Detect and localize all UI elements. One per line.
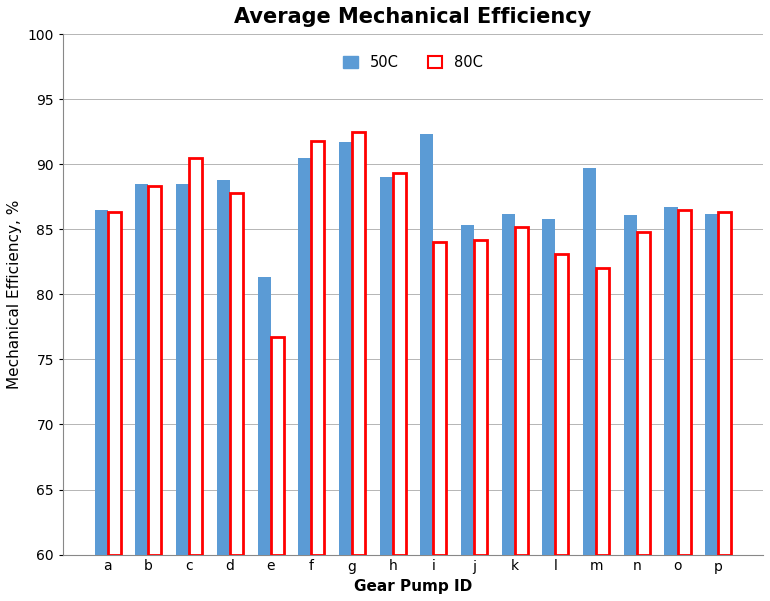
Bar: [217, 180, 229, 555]
Bar: [514, 227, 527, 555]
Bar: [461, 225, 474, 555]
Bar: [555, 254, 568, 555]
Bar: [637, 232, 650, 555]
Bar: [108, 212, 121, 555]
Bar: [705, 214, 718, 555]
Bar: [380, 177, 393, 555]
Bar: [229, 193, 243, 555]
Bar: [393, 173, 406, 555]
Title: Average Mechanical Efficiency: Average Mechanical Efficiency: [234, 7, 591, 27]
Bar: [502, 214, 514, 555]
Bar: [718, 212, 732, 555]
Bar: [678, 210, 691, 555]
Bar: [352, 132, 365, 555]
Bar: [474, 240, 487, 555]
Y-axis label: Mechanical Efficiency, %: Mechanical Efficiency, %: [7, 200, 22, 389]
Bar: [270, 337, 283, 555]
Bar: [311, 141, 324, 555]
Bar: [95, 210, 108, 555]
Bar: [257, 278, 270, 555]
Bar: [624, 215, 637, 555]
Bar: [298, 157, 311, 555]
Bar: [542, 219, 555, 555]
Bar: [149, 186, 162, 555]
Bar: [189, 157, 203, 555]
X-axis label: Gear Pump ID: Gear Pump ID: [354, 579, 472, 594]
Bar: [176, 184, 189, 555]
Bar: [434, 242, 447, 555]
Bar: [420, 134, 434, 555]
Bar: [596, 268, 609, 555]
Legend: 50C, 80C: 50C, 80C: [337, 49, 488, 76]
Bar: [583, 168, 596, 555]
Bar: [665, 207, 678, 555]
Bar: [136, 184, 149, 555]
Bar: [339, 142, 352, 555]
